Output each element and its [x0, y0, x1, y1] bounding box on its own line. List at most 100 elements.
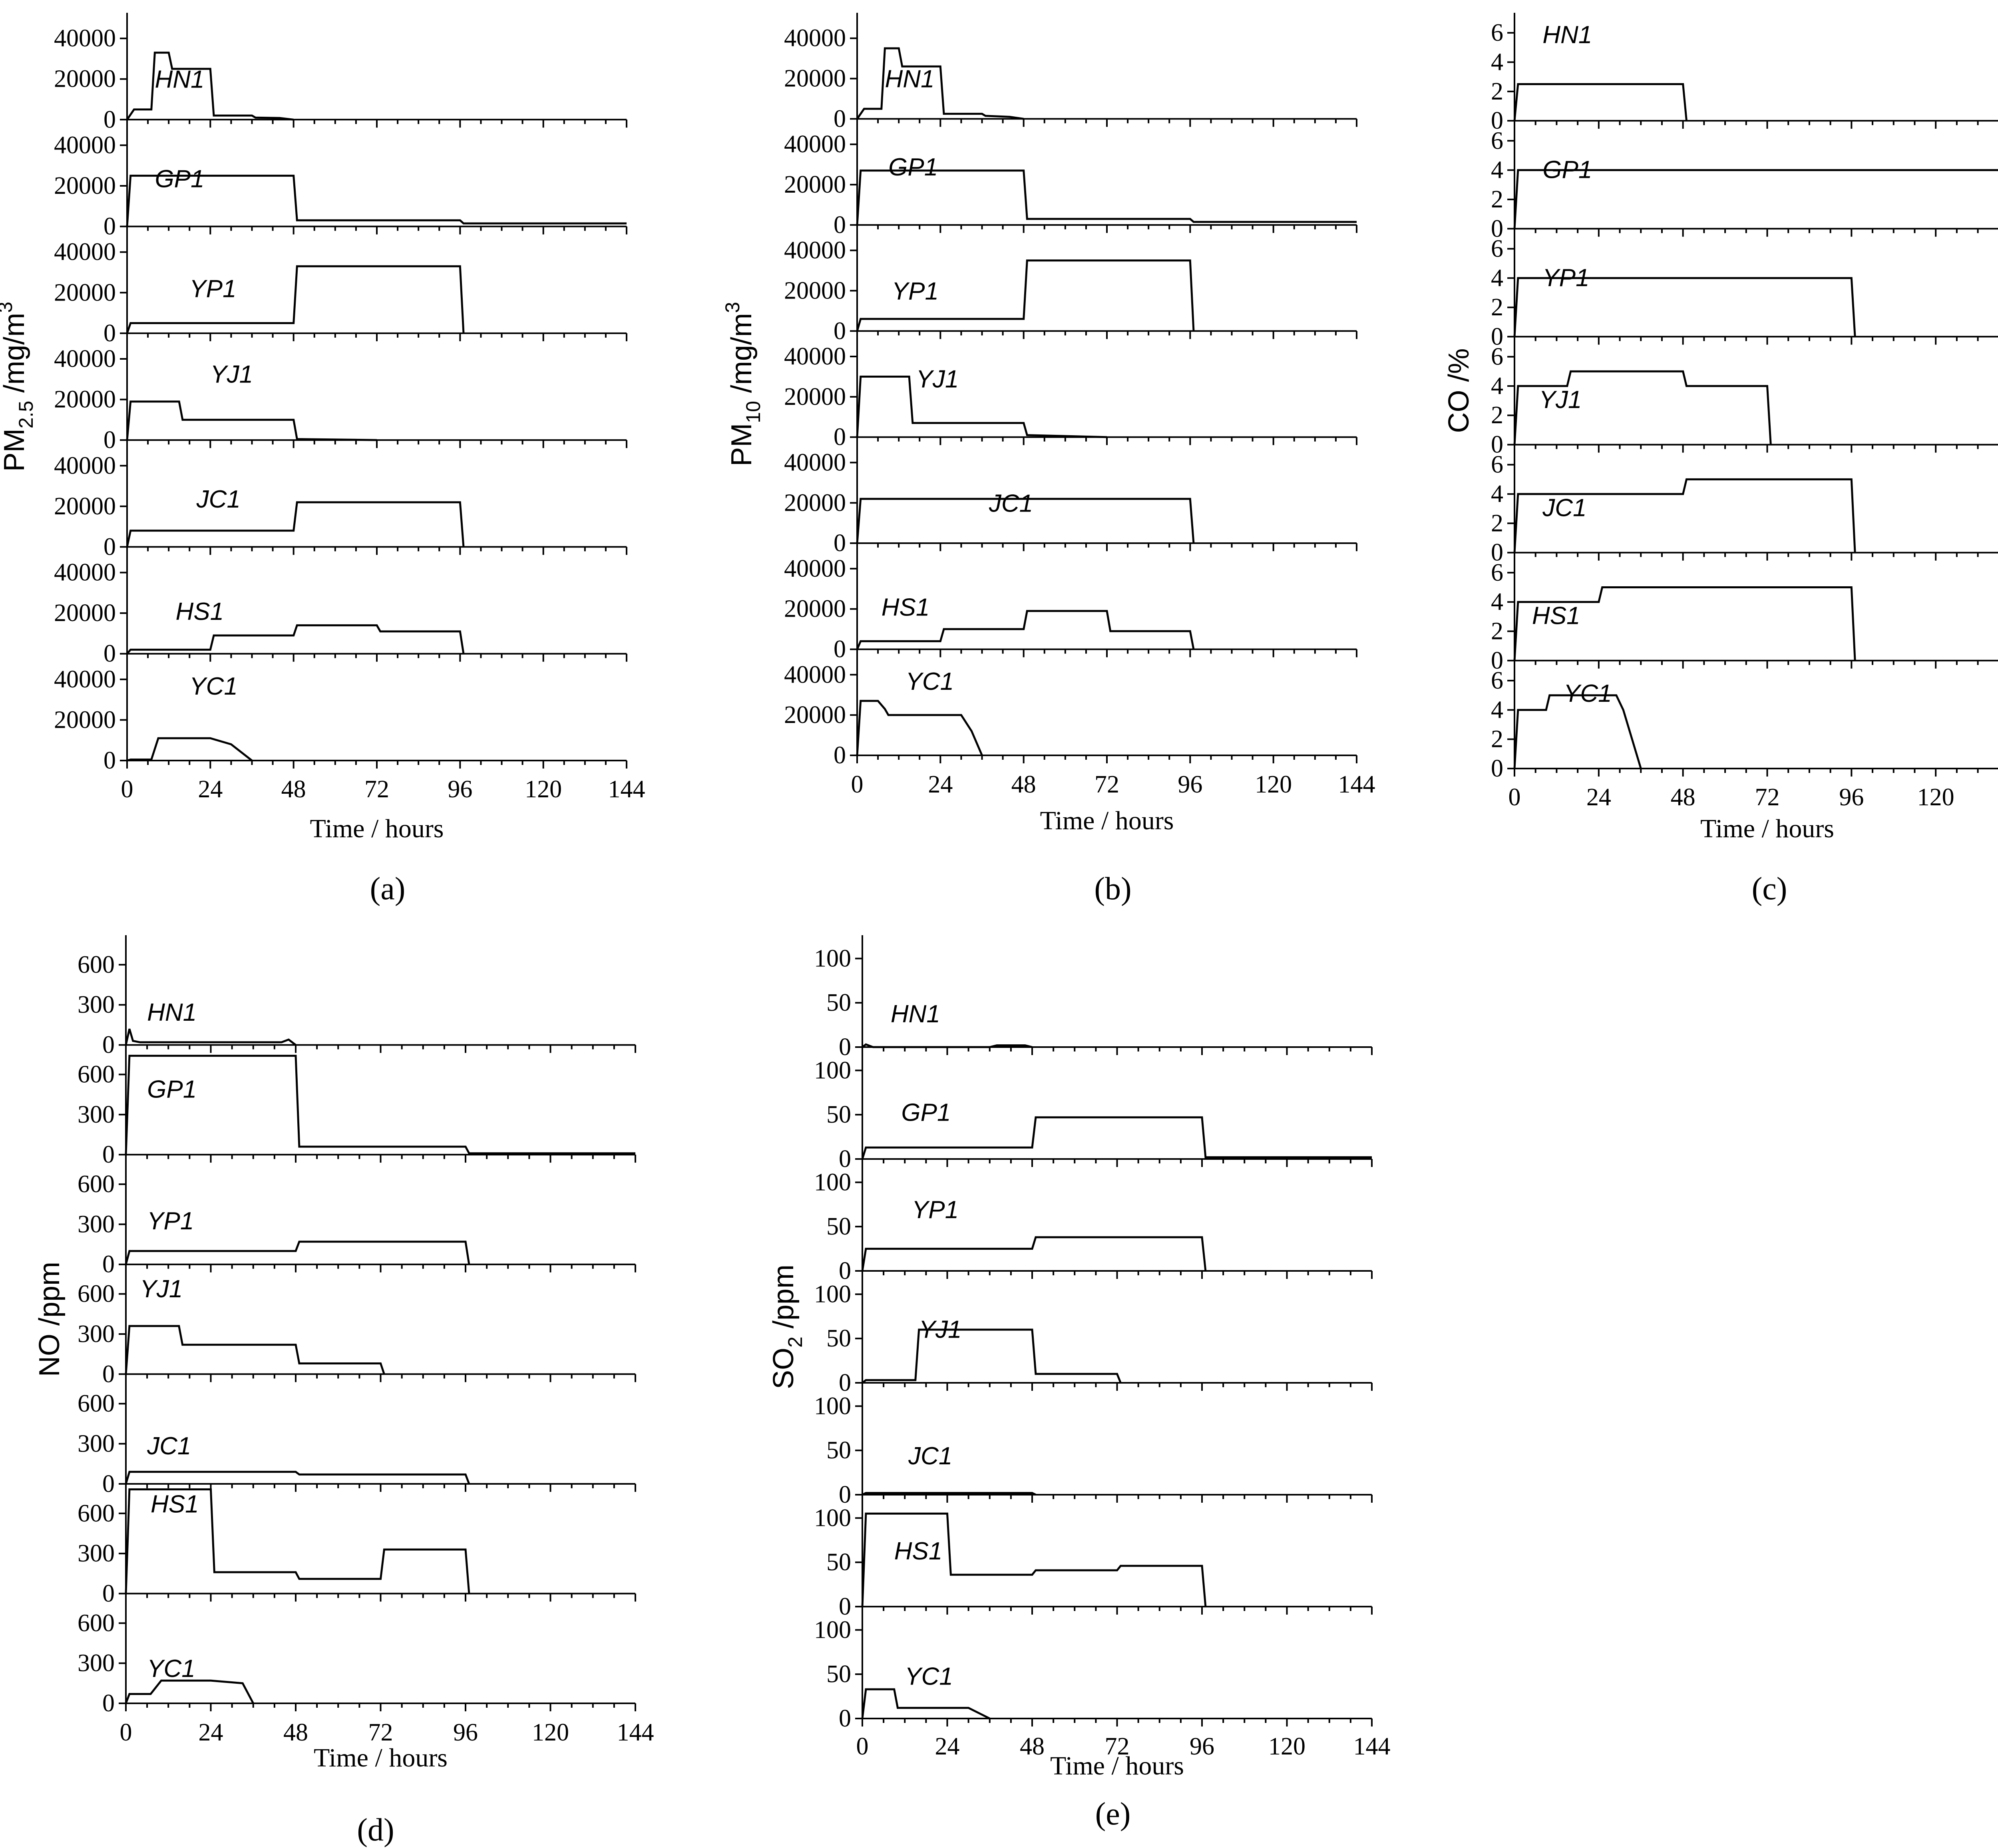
panel-caption: (a) — [370, 871, 406, 906]
y-tick-label: 0 — [103, 106, 116, 133]
series-line-hs1 — [1513, 586, 1856, 661]
series-line-hs1 — [856, 610, 1195, 650]
y-tick-label: 50 — [826, 989, 851, 1016]
series-label-hn1: HN1 — [891, 1000, 940, 1028]
x-tick-label: 48 — [281, 776, 306, 803]
series-line-yp1 — [126, 265, 465, 334]
y-tick-label: 6 — [1491, 559, 1503, 586]
x-axis-title: Time / hours — [314, 1743, 448, 1772]
series-line-hs1 — [126, 624, 465, 655]
y-tick-label: 20000 — [54, 599, 116, 627]
panel-caption: (e) — [1095, 1796, 1131, 1832]
y-tick-label: 300 — [78, 1650, 115, 1677]
series-line-yj1 — [1513, 370, 1772, 445]
subplot-yj1: 0 20000 40000 YJ1 — [54, 333, 627, 454]
y-tick-label: 300 — [78, 1430, 115, 1458]
y-tick-label: 50 — [826, 1549, 851, 1576]
x-tick-label: 72 — [1105, 1733, 1130, 1760]
y-tick-label: 20000 — [784, 489, 846, 516]
series-line-jc1 — [125, 1471, 470, 1484]
y-tick-label: 600 — [78, 1171, 115, 1198]
y-tick-label: 600 — [78, 1061, 115, 1088]
y-tick-label: 0 — [839, 1481, 851, 1508]
series-line-gp1 — [126, 175, 627, 227]
series-label-jc1: JC1 — [908, 1442, 952, 1470]
y-tick-label: 0 — [103, 320, 116, 347]
series-label-yj1: YJ1 — [919, 1316, 962, 1344]
series-label-yp1: YP1 — [912, 1196, 959, 1224]
series-label-yc1: YC1 — [905, 1663, 953, 1691]
series-line-hn1 — [856, 47, 1024, 120]
y-tick-label: 40000 — [54, 239, 116, 266]
y-tick-label: 40000 — [54, 25, 116, 52]
y-tick-label: 2 — [1491, 186, 1503, 213]
x-tick-label: 48 — [1011, 771, 1036, 798]
series-line-yp1 — [856, 259, 1195, 331]
series-label-hn1: HN1 — [147, 999, 197, 1026]
subplot-yc1: 0 50 100 YC1 — [814, 1607, 1373, 1732]
y-tick-label: 600 — [78, 1280, 115, 1308]
series-line-yp1 — [861, 1236, 1207, 1271]
subplot-jc1: 0 300 600 JC1 — [78, 1374, 636, 1498]
x-tick-label: 96 — [448, 776, 472, 803]
y-tick-label: 0 — [102, 1141, 115, 1168]
x-tick-label: 24 — [1586, 784, 1611, 811]
y-tick-label: 0 — [839, 1145, 851, 1173]
series-label-yj1: YJ1 — [1539, 386, 1582, 414]
y-tick-label: 6 — [1491, 235, 1503, 262]
y-tick-label: 40000 — [784, 449, 846, 476]
y-tick-label: 600 — [78, 1500, 115, 1527]
y-tick-label: 100 — [814, 1057, 851, 1084]
series-line-jc1 — [126, 501, 465, 547]
x-tick-label: 96 — [1190, 1733, 1214, 1760]
y-tick-label: 300 — [78, 1211, 115, 1238]
subplot-yc1: 0 300 600 YC1 — [78, 1593, 636, 1717]
y-tick-label: 4 — [1491, 48, 1503, 76]
subplot-hs1: 0 20000 40000 HS1 — [784, 543, 1357, 663]
subplot-hn1: 0 300 600 HN1 — [78, 935, 636, 1059]
y-axis-title-unit: /mg/m — [726, 313, 758, 401]
y-tick-label: 0 — [102, 1032, 115, 1059]
series-label-yc1: YC1 — [189, 673, 238, 700]
y-axis-title-unit: /ppm — [768, 1265, 800, 1336]
subplot-hs1: 0 300 600 HS1 — [78, 1484, 636, 1607]
subplot-hs1: 0 20000 40000 HS1 — [54, 547, 627, 667]
y-tick-label: 4 — [1491, 157, 1503, 184]
y-axis-title: CO /% — [1443, 348, 1475, 433]
y-tick-label: 0 — [834, 105, 846, 132]
subplot-hs1: 02 46 HS1 — [1491, 552, 1998, 674]
x-tick-label: 144 — [608, 776, 645, 803]
y-tick-label: 6 — [1491, 127, 1503, 154]
series-label-gp1: GP1 — [155, 165, 204, 193]
subplot-yp1: 0 300 600 YP1 — [78, 1155, 636, 1278]
series-label-jc1: JC1 — [989, 490, 1033, 517]
series-line-jc1 — [856, 498, 1195, 544]
y-tick-label: 20000 — [54, 172, 116, 199]
y-axis-title-sup: 3 — [0, 302, 16, 313]
y-tick-label: 2 — [1491, 294, 1503, 321]
y-tick-label: 6 — [1491, 343, 1503, 370]
subplot-gp1: 0 20000 40000 GP1 — [784, 119, 1357, 239]
subplot-yp1: 0 20000 40000 YP1 — [784, 225, 1357, 345]
x-tick-label: 24 — [199, 1719, 223, 1746]
y-axis-title: NO /ppm — [34, 1262, 66, 1377]
subplot-hs1: 0 50 100 HS1 — [814, 1495, 1373, 1620]
series-line-yj1 — [125, 1325, 385, 1375]
y-tick-label: 0 — [1491, 323, 1503, 350]
y-tick-label: 40000 — [54, 666, 116, 693]
y-tick-label: 0 — [839, 1705, 851, 1732]
y-axis-title-sub: 2 — [784, 1336, 806, 1348]
y-tick-label: 300 — [78, 1101, 115, 1128]
series-label-gp1: GP1 — [147, 1075, 197, 1103]
y-tick-label: 0 — [1491, 431, 1503, 458]
y-tick-label: 40000 — [784, 661, 846, 688]
y-tick-label: 0 — [1491, 215, 1503, 242]
series-line-yc1 — [125, 1679, 255, 1704]
subplot-yp1: 0 20000 40000 YP1 — [54, 226, 627, 347]
y-tick-label: 50 — [826, 1437, 851, 1464]
y-tick-label: 0 — [102, 1580, 115, 1607]
y-tick-label: 2 — [1491, 618, 1503, 645]
series-label-jc1: JC1 — [147, 1432, 191, 1460]
